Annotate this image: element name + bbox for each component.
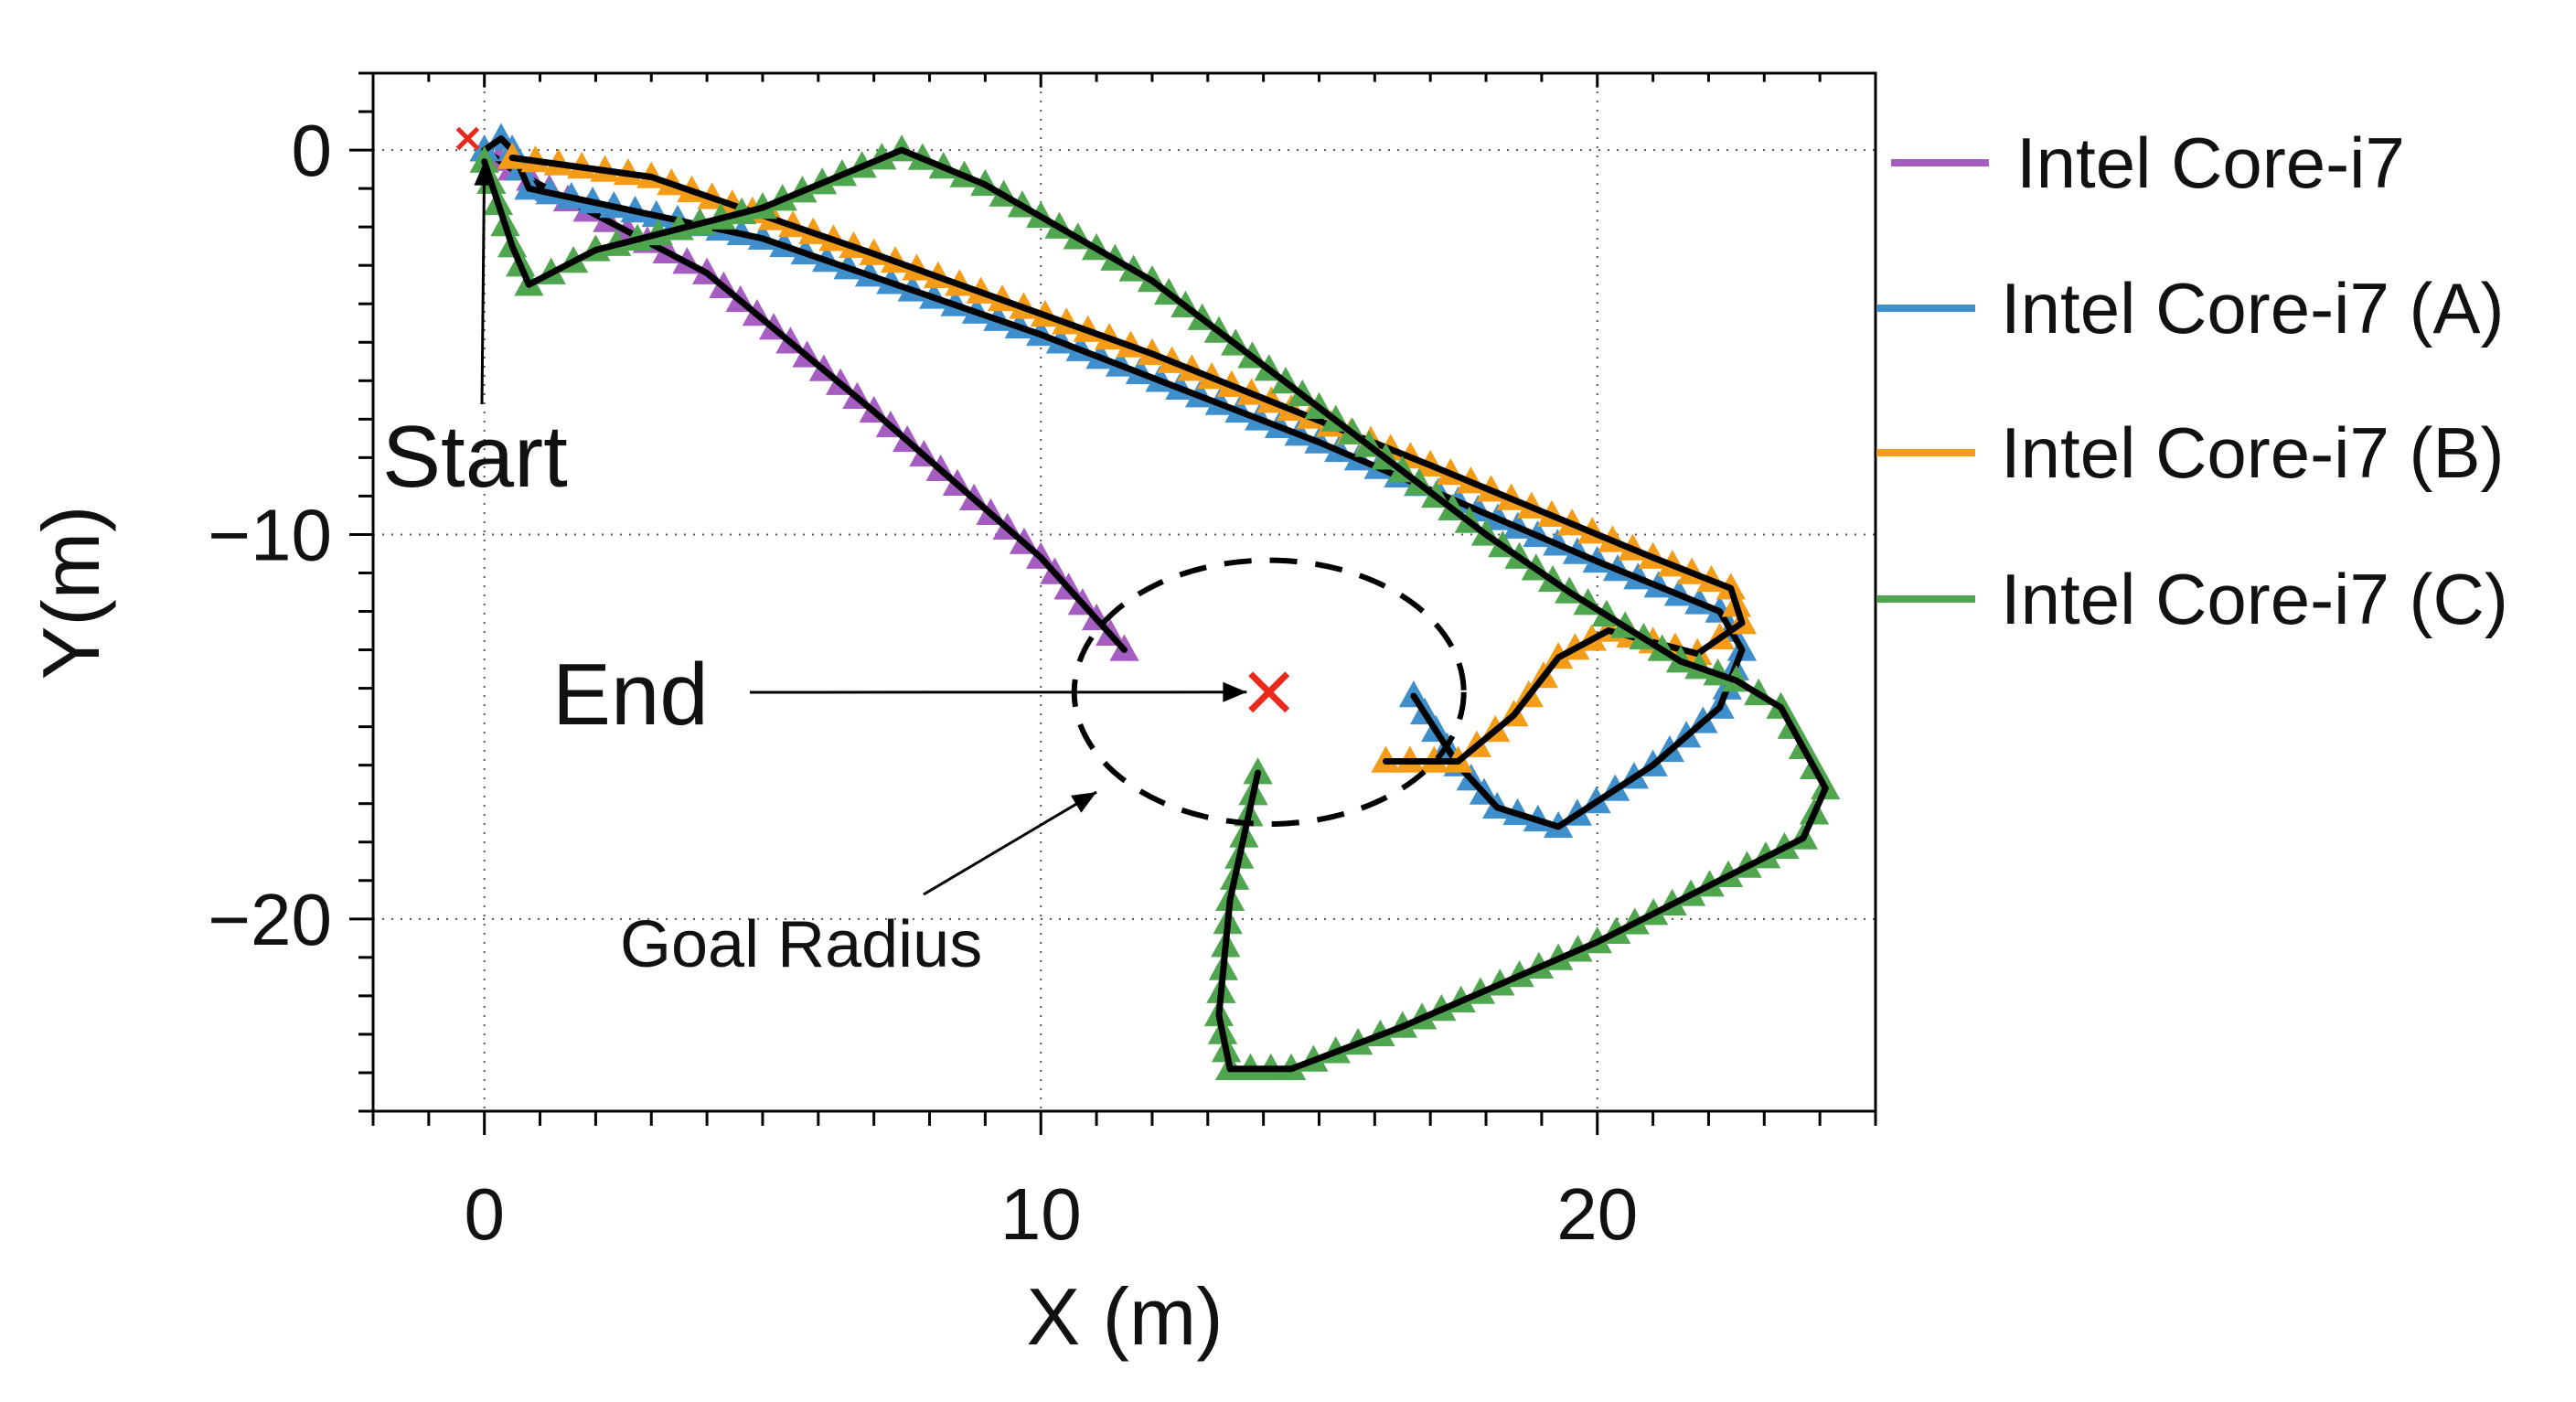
y-tick-label: −20 bbox=[208, 879, 332, 960]
legend-item-2: Intel Core-i7 (A) bbox=[1876, 268, 2505, 348]
series-path bbox=[508, 154, 1746, 765]
x-axis-label: X (m) bbox=[1026, 1271, 1223, 1362]
end-label: End bbox=[552, 646, 709, 744]
legend: Intel Core-i7 Intel Core-i7 (A) Intel Core… bbox=[1876, 123, 2508, 639]
series-layer bbox=[469, 123, 1841, 1080]
goal-marker bbox=[1248, 671, 1290, 713]
x-tick-label: 0 bbox=[464, 1173, 505, 1255]
x-tick-label: 10 bbox=[1000, 1173, 1082, 1255]
legend-item-4: Intel Core-i7 (C) bbox=[1876, 559, 2508, 639]
y-tick-label: −10 bbox=[208, 494, 332, 575]
series-path bbox=[481, 146, 1829, 1073]
legend-label: Intel Core-i7 (A) bbox=[2001, 268, 2505, 348]
legend-label: Intel Core-i7 (C) bbox=[2001, 559, 2508, 639]
end-arrow-head bbox=[1223, 681, 1247, 702]
goal-radius-label: Goal Radius bbox=[620, 908, 982, 981]
start-arrow-head bbox=[474, 161, 495, 186]
series-4 bbox=[469, 134, 1841, 1080]
goal-radius-arrow-head bbox=[1071, 792, 1097, 813]
y-tick-label: 0 bbox=[292, 110, 333, 191]
legend-label: Intel Core-i7 bbox=[2016, 123, 2405, 203]
y-axis-label: Y(m) bbox=[26, 506, 116, 680]
plot-frame bbox=[371, 71, 1877, 1113]
annotations: Start End Goal Radius bbox=[382, 161, 1247, 981]
goal-radius-arrow-line bbox=[923, 790, 1097, 896]
legend-label: Intel Core-i7 (B) bbox=[2001, 412, 2505, 493]
legend-item-1: Intel Core-i7 bbox=[1891, 123, 2405, 203]
legend-item-3: Intel Core-i7 (B) bbox=[1876, 412, 2505, 493]
start-arrow-line bbox=[480, 161, 486, 405]
start-marker bbox=[455, 126, 480, 151]
ticks: 0 10 20 0 −10 −20 bbox=[208, 71, 1877, 1255]
x-tick-label: 20 bbox=[1556, 1173, 1638, 1255]
start-label: Start bbox=[382, 408, 568, 506]
series-path bbox=[481, 134, 1746, 830]
grid bbox=[373, 73, 1876, 1111]
